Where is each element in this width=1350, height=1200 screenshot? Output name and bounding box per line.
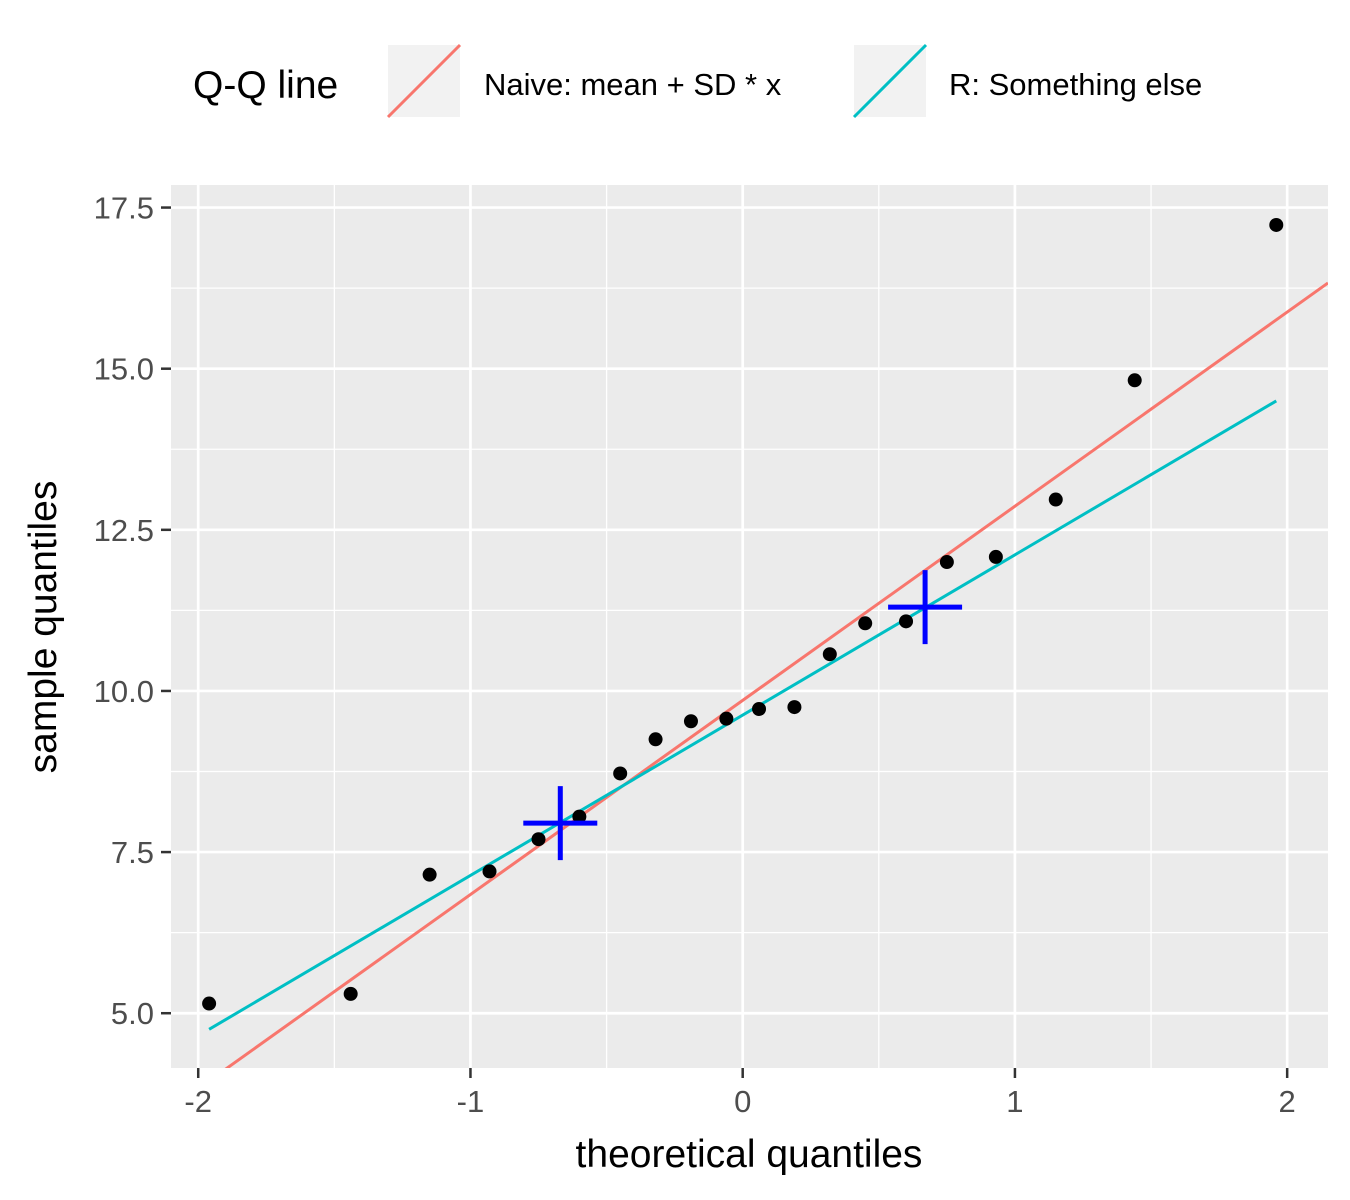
x-tick-label: -2	[184, 1084, 212, 1119]
y-tick-label: 12.5	[94, 513, 154, 548]
data-point	[1269, 217, 1284, 232]
data-point	[422, 867, 437, 882]
qq-line-naive	[224, 281, 1328, 1068]
x-axis-title: theoretical quantiles	[576, 1133, 923, 1176]
legend-key-r-swatch	[852, 43, 928, 119]
legend-label-r: R: Something else	[949, 67, 1202, 102]
x-axis: -2 -1 0 1 2	[184, 1068, 1296, 1119]
legend-title: Q-Q line	[193, 64, 338, 107]
legend-key-r	[852, 43, 928, 119]
data-point	[899, 614, 914, 629]
data-point	[858, 616, 873, 631]
data-point	[202, 996, 217, 1011]
cross-markers	[523, 570, 963, 861]
data-point	[531, 832, 546, 847]
legend-label-naive: Naive: mean + SD * x	[484, 67, 782, 102]
data-point	[787, 700, 802, 715]
data-points	[202, 217, 1284, 1011]
qq-line-r	[208, 399, 1278, 1031]
y-axis: 5.0 7.5 10.0 12.5 15.0 17.5	[94, 191, 171, 1031]
major-gridlines	[171, 185, 1328, 1068]
qq-lines	[208, 281, 1328, 1068]
y-tick-label: 10.0	[94, 674, 154, 709]
legend-key-naive	[386, 43, 462, 119]
data-point	[613, 766, 628, 781]
y-tick-label: 17.5	[94, 191, 154, 226]
data-point	[683, 714, 698, 729]
data-point	[822, 647, 837, 662]
x-tick-label: 2	[1279, 1084, 1296, 1119]
x-tick-label: 1	[1006, 1084, 1023, 1119]
plot-panel	[171, 185, 1328, 1068]
data-point	[572, 809, 587, 824]
data-point	[752, 701, 767, 716]
legend-key-naive-swatch	[386, 43, 462, 119]
data-point	[988, 549, 1003, 564]
data-point	[1127, 373, 1142, 388]
y-tick-label: 15.0	[94, 352, 154, 387]
data-point	[343, 986, 358, 1001]
minor-gridlines	[171, 185, 1328, 1068]
data-point	[719, 711, 734, 726]
x-tick-label: 0	[734, 1084, 751, 1119]
y-tick-label: 5.0	[111, 996, 154, 1031]
y-axis-title: sample quantiles	[22, 481, 65, 774]
cross-marker	[523, 786, 598, 861]
data-point	[648, 732, 663, 747]
data-point	[1048, 492, 1063, 507]
data-point	[939, 555, 954, 570]
legend: Q-Q line Naive: mean + SD * x R: Somethi…	[193, 43, 1202, 119]
x-tick-label: -1	[457, 1084, 485, 1119]
data-point	[482, 864, 497, 879]
y-tick-label: 7.5	[111, 835, 154, 870]
cross-marker	[888, 570, 963, 645]
